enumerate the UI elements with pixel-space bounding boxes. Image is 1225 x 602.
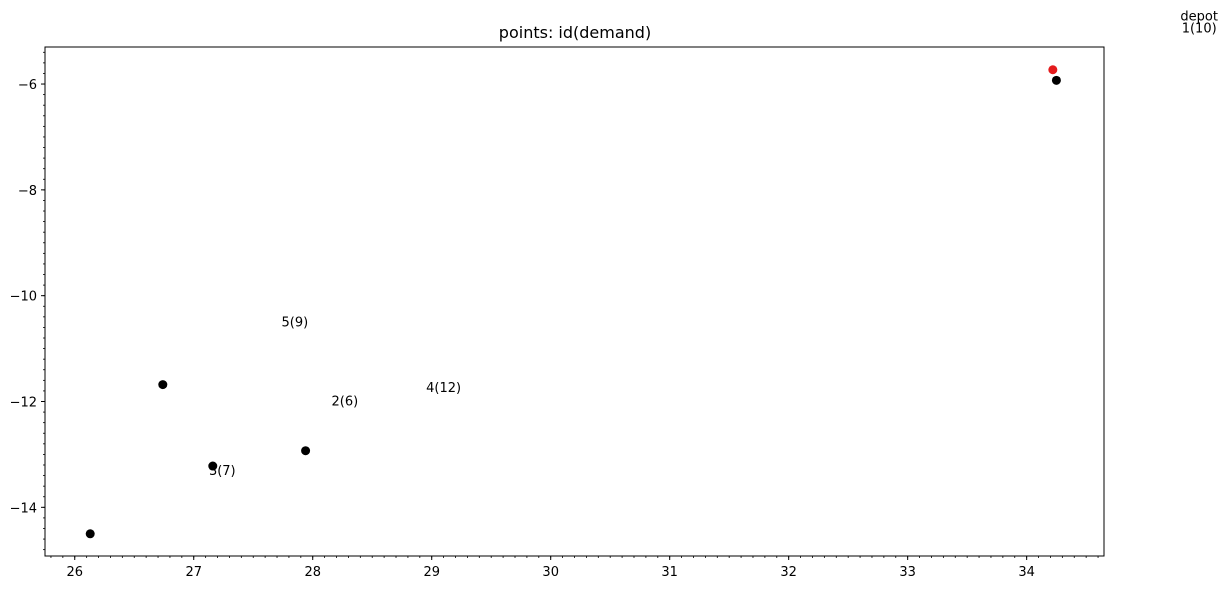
x-tick-label: 33 bbox=[899, 565, 916, 580]
x-tick-label: 32 bbox=[780, 565, 797, 580]
point-label: 5(9) bbox=[282, 315, 309, 330]
customer-point bbox=[1051, 75, 1061, 85]
point-label: 3(7) bbox=[209, 464, 236, 479]
y-tick-label: −14 bbox=[10, 501, 37, 516]
customer-point bbox=[301, 446, 311, 456]
point-label: 4(12) bbox=[426, 381, 461, 396]
axes-frame bbox=[44, 46, 1105, 557]
y-tick-label: −12 bbox=[10, 396, 37, 411]
customer-point bbox=[85, 529, 95, 539]
depot-point bbox=[1048, 65, 1058, 75]
customer-point bbox=[158, 380, 168, 390]
x-tick-label: 31 bbox=[661, 565, 678, 580]
x-tick-label: 27 bbox=[185, 565, 202, 580]
y-tick-label: −8 bbox=[18, 184, 37, 199]
x-tick-label: 30 bbox=[542, 565, 559, 580]
x-tick-label: 34 bbox=[1018, 565, 1035, 580]
point-label: 2(6) bbox=[332, 395, 359, 410]
plot-area: 26 27 28 29 30 31 32 33 34 −6 −8 −10 −12 −14 depot1(10… bbox=[10, 10, 1218, 580]
point-label: depot bbox=[1180, 10, 1218, 25]
x-tick-label: 28 bbox=[304, 565, 321, 580]
y-tick-label: −10 bbox=[10, 290, 37, 305]
x-tick-label: 26 bbox=[66, 565, 83, 580]
y-tick-label: −6 bbox=[18, 78, 37, 93]
x-tick-label: 29 bbox=[423, 565, 440, 580]
customer-point bbox=[208, 461, 218, 471]
chart-title: points: id(demand) bbox=[499, 23, 651, 42]
point-label: 1(10) bbox=[1182, 22, 1217, 37]
minor-ticks bbox=[43, 51, 1099, 558]
